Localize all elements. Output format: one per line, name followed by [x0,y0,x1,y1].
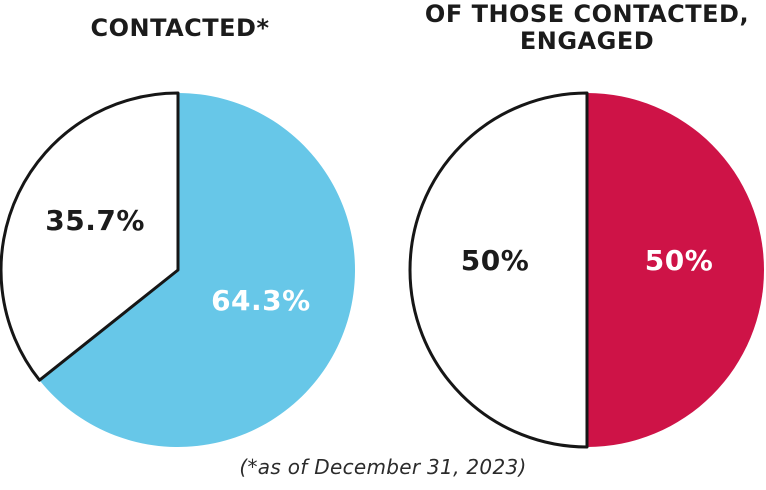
pie-slice-label: 35.7% [45,204,145,237]
chart-contacted-title: CONTACTED* [90,14,270,42]
pie-slice-label: 50% [461,244,530,277]
pie-slice [408,91,589,449]
pie-slice-label: 64.3% [211,284,311,317]
pie-chart-contacted: 64.3% 35.7% [0,91,356,448]
pie-slice [587,93,764,447]
chart-engaged-title: OF THOSE CONTACTED, ENGAGED [424,0,750,55]
footnote: (*as of December 31, 2023) [239,455,527,479]
pie-slice [39,93,356,448]
pie-slice [0,91,180,382]
pie-slice-label: 50% [645,244,714,277]
pie-chart-engaged: 50% 50% [408,91,764,449]
